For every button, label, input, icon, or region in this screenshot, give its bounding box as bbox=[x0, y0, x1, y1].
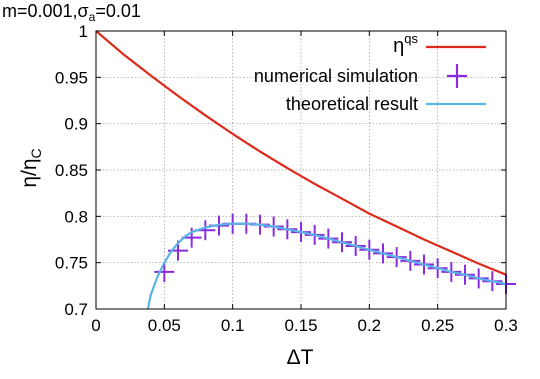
x-tick-label: 0.1 bbox=[221, 316, 245, 335]
theoretical-result-line bbox=[146, 222, 507, 310]
y-axis-label: η/ηC bbox=[18, 148, 44, 187]
x-tick-label: 0.05 bbox=[148, 316, 181, 335]
x-tick-label: 0.25 bbox=[421, 316, 454, 335]
y-tick-label: 0.95 bbox=[55, 68, 88, 87]
y-tick-label: 0.7 bbox=[64, 300, 88, 319]
y-tick-label: 0.85 bbox=[55, 161, 88, 180]
x-tick-label: 0.3 bbox=[494, 316, 518, 335]
legend-label-theoretical-result: theoretical result bbox=[286, 94, 418, 114]
legend-label-eta-qs: ηqs bbox=[393, 31, 418, 57]
legend-label-numerical-simulation: numerical simulation bbox=[254, 66, 418, 86]
legend-swatch-numerical-simulation bbox=[447, 64, 467, 88]
y-tick-label: 0.8 bbox=[64, 207, 88, 226]
x-axis-label: ΔT bbox=[287, 346, 314, 369]
x-tick-label: 0.15 bbox=[284, 316, 317, 335]
x-tick-label: 0.2 bbox=[358, 316, 382, 335]
data-point bbox=[154, 261, 175, 282]
tick-labels: 0 0.05 0.1 0.15 0.2 0.25 0.3 0.7 0.75 0.8 0.85 0.9 0… bbox=[55, 22, 518, 335]
legend: ηqs numerical simulation theoretical res… bbox=[254, 31, 486, 114]
x-tick-label: 0 bbox=[91, 316, 100, 335]
y-tick-label: 1 bbox=[79, 22, 88, 41]
chart-title: m=0.001,σa=0.01 bbox=[2, 1, 141, 24]
plot-frame bbox=[95, 30, 507, 310]
y-tick-label: 0.9 bbox=[64, 115, 88, 134]
eta-qs-line bbox=[95, 30, 507, 276]
y-tick-label: 0.75 bbox=[55, 254, 88, 273]
series-layer bbox=[95, 30, 516, 310]
